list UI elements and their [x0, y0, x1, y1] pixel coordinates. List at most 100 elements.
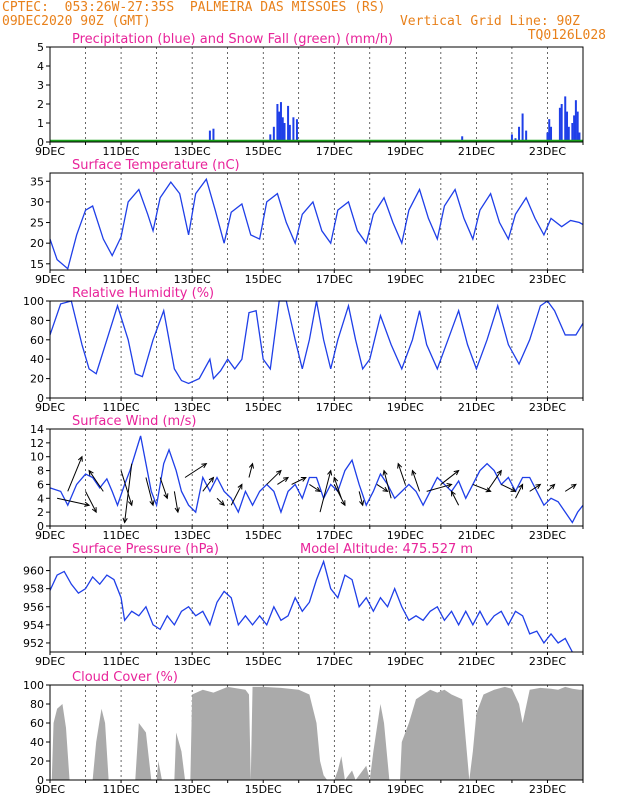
y-tick-label: 30 [30, 196, 44, 209]
x-tick-label: 13DEC [174, 783, 211, 796]
x-tick-label: 19DEC [387, 783, 424, 796]
wind-vector [564, 483, 577, 492]
x-tick-label: 17DEC [316, 783, 353, 796]
wind-vector [411, 469, 421, 492]
precip-bar [287, 105, 290, 142]
precip-bar [550, 126, 553, 142]
x-tick-label: 9DEC [35, 783, 65, 796]
x-tick-label: 23DEC [529, 655, 566, 668]
x-tick-label: 23DEC [529, 145, 566, 158]
x-tick-label: 9DEC [35, 529, 65, 542]
precip-bar [518, 126, 521, 142]
precip-panel: 0 1 2 3 4 5 9DEC 11DEC 13DEC 15DEC 17DEC 19DEC 21DEC… [35, 32, 584, 158]
x-tick-label: 23DEC [529, 529, 566, 542]
wind-vector [122, 463, 133, 524]
x-tick-label: 19DEC [387, 273, 424, 286]
rh-panel: 0 20 40 60 80 100 9DEC 11DEC 13DEC 15DEC 17DEC 19DE… [23, 286, 584, 414]
y-tick-label: 1 [37, 117, 44, 130]
y-tick-label: 6 [37, 478, 44, 491]
wind-vector [266, 469, 282, 485]
x-tick-label: 11DEC [103, 145, 140, 158]
y-tick-label: 60 [30, 717, 44, 730]
wind-vector [277, 476, 290, 485]
run-date: 09DEC2020 90Z (GMT) [2, 14, 151, 29]
y-tick-label: 958 [23, 583, 44, 596]
y-tick-label: 60 [30, 334, 44, 347]
precip-bar [548, 119, 551, 142]
press-line [49, 559, 573, 653]
precip-bar [461, 136, 464, 142]
y-tick-label: 960 [23, 565, 44, 578]
x-tick-label: 21DEC [458, 273, 495, 286]
y-tick-label: 80 [30, 698, 44, 711]
wind-vector [376, 484, 389, 492]
cloud-title: Cloud Cover (%) [72, 670, 178, 685]
panel-frame [49, 300, 584, 399]
y-tick-label: 0 [37, 774, 44, 787]
x-tick-label: 17DEC [316, 401, 353, 414]
y-tick-label: 2 [37, 98, 44, 111]
y-tick-label: 8 [37, 465, 44, 478]
wind-vector [333, 484, 346, 507]
y-tick-label: 956 [23, 601, 44, 614]
x-tick-label: 15DEC [245, 273, 282, 286]
precip-bar [292, 117, 295, 142]
wind-vector [529, 483, 542, 492]
y-tick-label: 0 [37, 136, 44, 149]
precip-bar [578, 132, 581, 142]
y-tick-label: 2 [37, 506, 44, 519]
precip-bar [279, 102, 282, 142]
x-tick-label: 13DEC [174, 401, 211, 414]
precip-bar [567, 126, 570, 142]
precip-bar [576, 111, 579, 142]
y-tick-label: 14 [30, 423, 44, 436]
x-tick-label: 9DEC [35, 655, 65, 668]
panel-frame [49, 172, 584, 271]
y-tick-label: 4 [37, 492, 44, 505]
x-tick-label: 15DEC [245, 783, 282, 796]
y-tick-label: 0 [37, 392, 44, 405]
x-tick-label: 21DEC [458, 783, 495, 796]
wind-vector [486, 469, 502, 492]
press-panel: 952 954 956 958 960 9DEC 11DEC 13DEC 15DEC 17DEC 1… [23, 542, 584, 668]
wind-title: Surface Wind (m/s) [72, 414, 196, 429]
y-tick-label: 20 [30, 237, 44, 250]
model-code: TQ0126L028 [527, 28, 606, 43]
precip-bar [278, 111, 281, 142]
y-tick-label: 12 [30, 437, 44, 450]
precip-bar [212, 128, 215, 142]
wind-vector [426, 483, 453, 492]
y-tick-label: 10 [30, 451, 44, 464]
wind-vector [57, 497, 91, 507]
x-tick-label: 17DEC [316, 655, 353, 668]
precip-bar [208, 130, 211, 142]
wind-vector [248, 462, 255, 478]
press-title: Surface Pressure (hPa) [72, 542, 219, 557]
precip-bar [269, 134, 272, 142]
cloud-area [50, 686, 583, 780]
x-tick-label: 13DEC [174, 273, 211, 286]
wind-vector [319, 469, 333, 513]
header: CPTEC: 053:26W-27:35S PALMEIRA DAS MISSO… [0, 0, 618, 48]
grid-note: Vertical Grid Line: 90Z [399, 14, 580, 29]
x-tick-label: 15DEC [245, 655, 282, 668]
wind-vector [88, 469, 104, 492]
wind-vector [145, 477, 155, 507]
y-tick-label: 20 [30, 373, 44, 386]
precip-bar [571, 123, 574, 142]
x-tick-label: 15DEC [245, 529, 282, 542]
station-title: CPTEC: 053:26W-27:35S PALMEIRA DAS MISSO… [2, 0, 386, 15]
precip-bar [283, 123, 286, 142]
wind-vector [184, 463, 208, 478]
x-tick-label: 23DEC [529, 783, 566, 796]
precip-bar [546, 132, 549, 142]
x-tick-label: 13DEC [174, 655, 211, 668]
x-tick-label: 23DEC [529, 273, 566, 286]
temp-title: Surface Temperature (nC) [72, 158, 240, 173]
wind-vector [159, 477, 169, 500]
wind-vector [309, 484, 322, 492]
y-tick-label: 40 [30, 353, 44, 366]
temp-line [49, 177, 584, 270]
rh-title: Relative Humidity (%) [72, 286, 214, 301]
